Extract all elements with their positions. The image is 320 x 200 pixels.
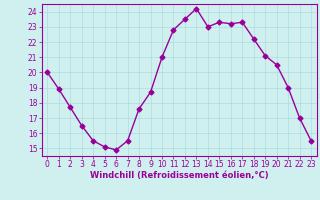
X-axis label: Windchill (Refroidissement éolien,°C): Windchill (Refroidissement éolien,°C) [90, 171, 268, 180]
